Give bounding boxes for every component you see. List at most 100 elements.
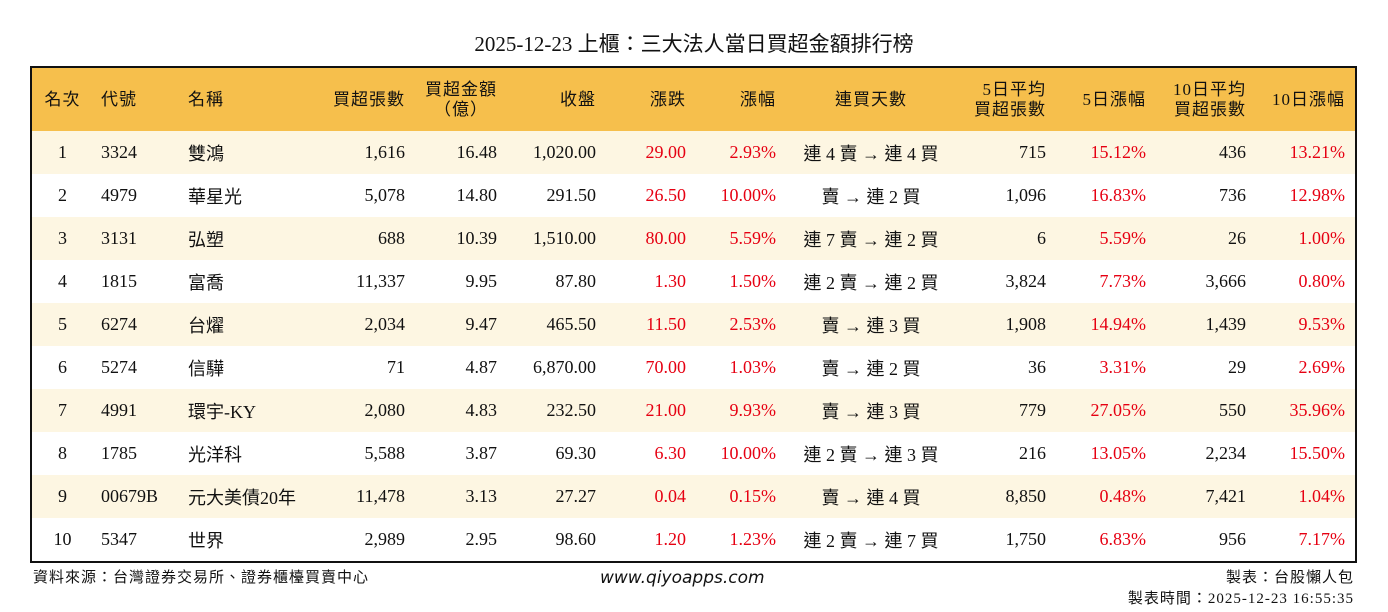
cell: 27.05% — [1056, 389, 1156, 432]
cell: 29 — [1228, 357, 1246, 377]
cell: 70.00 — [645, 357, 687, 377]
cell: 台燿 — [180, 303, 310, 346]
header-cell: 代號 — [93, 67, 180, 131]
cell: 7,421 — [1156, 475, 1256, 518]
cell: 雙鴻 — [180, 131, 310, 174]
cell: 世界 — [188, 530, 224, 551]
cell: 信驊 — [188, 358, 224, 379]
cell: 14.94% — [1056, 303, 1156, 346]
cell: 7.73% — [1099, 271, 1147, 291]
author: 製表：台股懶人包 — [1225, 570, 1354, 586]
cell: 00679B — [93, 475, 180, 518]
cell: 1,908 — [956, 303, 1056, 346]
cell: 9.95 — [465, 271, 498, 291]
cell: 華星光 — [188, 186, 242, 207]
header-text: 5日漲幅 — [1082, 89, 1146, 109]
cell: 5 — [31, 303, 93, 346]
cell: 16.48 — [415, 131, 507, 174]
table-row: 9 00679B 元大美債20年 11,478 3.13 27.27 0.04 0.15% 賣 … — [31, 475, 1356, 518]
cell: 賣 → 連 2 買 — [821, 186, 921, 207]
cell: 1 — [31, 131, 93, 174]
cell: 3.31% — [1099, 357, 1147, 377]
table-row: 4 1815 富喬 11,337 9.95 87.80 1.30 1.50% 連 2 賣 → 連… — [31, 260, 1356, 303]
cell: 3131 — [93, 217, 180, 260]
cell: 連 2 賣 → 連 3 買 — [803, 444, 939, 465]
header-text: （億） — [434, 99, 488, 119]
cell: 6274 — [93, 303, 180, 346]
cell: 232.50 — [507, 389, 606, 432]
cell: 3,666 — [1205, 271, 1247, 291]
cell: 1.00% — [1256, 217, 1356, 260]
cell: 6,870.00 — [533, 357, 596, 377]
cell: 11,337 — [356, 271, 405, 291]
cell: 21.00 — [606, 389, 696, 432]
cell: 弘塑 — [180, 217, 310, 260]
cell: 71 — [387, 357, 405, 377]
cell: 6.83% — [1099, 529, 1147, 549]
header-row: 名次 代號 名稱 買超張數 買超金額 （億） 收盤 漲跌 漲幅 連買天數 5日平均 買超張數 5日漲幅 1… — [31, 67, 1356, 131]
cell: 16.83% — [1090, 185, 1147, 205]
cell: 8 — [58, 443, 67, 463]
cell: 10.39 — [415, 217, 507, 260]
cell: 5274 — [101, 357, 137, 377]
header-cell: 名稱 — [180, 67, 310, 131]
cell: 216 — [1019, 443, 1046, 463]
cell: 1785 — [101, 443, 137, 463]
header-cell: 10日漲幅 — [1256, 67, 1356, 131]
cell: 6 — [58, 357, 67, 377]
cell: 736 — [1219, 185, 1246, 205]
cell: 10.00% — [720, 443, 777, 463]
cell: 連 7 賣 → 連 2 買 — [786, 217, 956, 260]
table-row: 10 5347 世界 2,989 2.95 98.60 1.20 1.23% 連 2 賣 → 連… — [31, 518, 1356, 562]
cell: 0.04 — [606, 475, 696, 518]
cell: 11.50 — [606, 303, 696, 346]
cell: 13.05% — [1090, 443, 1147, 463]
header-text: 買超張數 — [974, 99, 1046, 119]
cell: 11,478 — [310, 475, 415, 518]
cell: 1.23% — [729, 529, 777, 549]
table-row: 5 6274 台燿 2,034 9.47 465.50 11.50 2.53% 賣 → 連 3 … — [31, 303, 1356, 346]
cell: 3 — [31, 217, 93, 260]
cell: 15.50% — [1289, 443, 1346, 463]
header-cell: 漲幅 — [696, 67, 786, 131]
cell: 550 — [1156, 389, 1256, 432]
cell: 1.30 — [654, 271, 687, 291]
header-cell: 買超張數 — [310, 67, 415, 131]
cell: 2,989 — [364, 529, 406, 549]
cell: 4979 — [101, 185, 137, 205]
cell: 9.93% — [696, 389, 786, 432]
table-row: 3 3131 弘塑 688 10.39 1,510.00 80.00 5.59% 連 7 賣 →… — [31, 217, 1356, 260]
header-text: 買超金額 — [425, 79, 497, 99]
cell: 15.12% — [1056, 131, 1156, 174]
cell: 7 — [31, 389, 93, 432]
source: 資料來源：台灣證券交易所、證券櫃檯買賣中心 — [33, 570, 370, 586]
cell: 賣 → 連 3 買 — [786, 389, 956, 432]
cell: 2.95 — [465, 529, 498, 549]
cell: 2.93% — [696, 131, 786, 174]
title: 2025-12-23 上櫃：三大法人當日買超金額排行榜 — [474, 32, 914, 56]
header-cell: 5日漲幅 — [1056, 67, 1156, 131]
cell: 9 — [31, 475, 93, 518]
website: www.qiyoapps.com — [600, 568, 765, 588]
cell: 1.20 — [654, 529, 687, 549]
cell: 2.53% — [696, 303, 786, 346]
cell: 光洋科 — [188, 444, 242, 465]
header-text: 5日平均 — [982, 79, 1046, 99]
cell: 5347 — [101, 529, 137, 549]
table-row: 8 1785 光洋科 5,588 3.87 69.30 6.30 10.00% 連 2 賣 → … — [31, 432, 1356, 475]
cell: 連 2 賣 → 連 2 買 — [803, 272, 939, 293]
cell: 3,824 — [1005, 271, 1047, 291]
header-cell: 10日平均 買超張數 — [1156, 67, 1256, 131]
cell: 291.50 — [546, 185, 597, 205]
cell: 1,510.00 — [507, 217, 606, 260]
header-text: 10日漲幅 — [1272, 89, 1345, 109]
cell: 5.59% — [1056, 217, 1156, 260]
header-cell: 5日平均 買超張數 — [956, 67, 1056, 131]
cell: 2.69% — [1298, 357, 1346, 377]
cell: 1.03% — [729, 357, 777, 377]
cell: 465.50 — [507, 303, 606, 346]
cell: 1,096 — [1005, 185, 1047, 205]
cell: 7.17% — [1298, 529, 1346, 549]
header-cell: 連買天數 — [786, 67, 956, 131]
